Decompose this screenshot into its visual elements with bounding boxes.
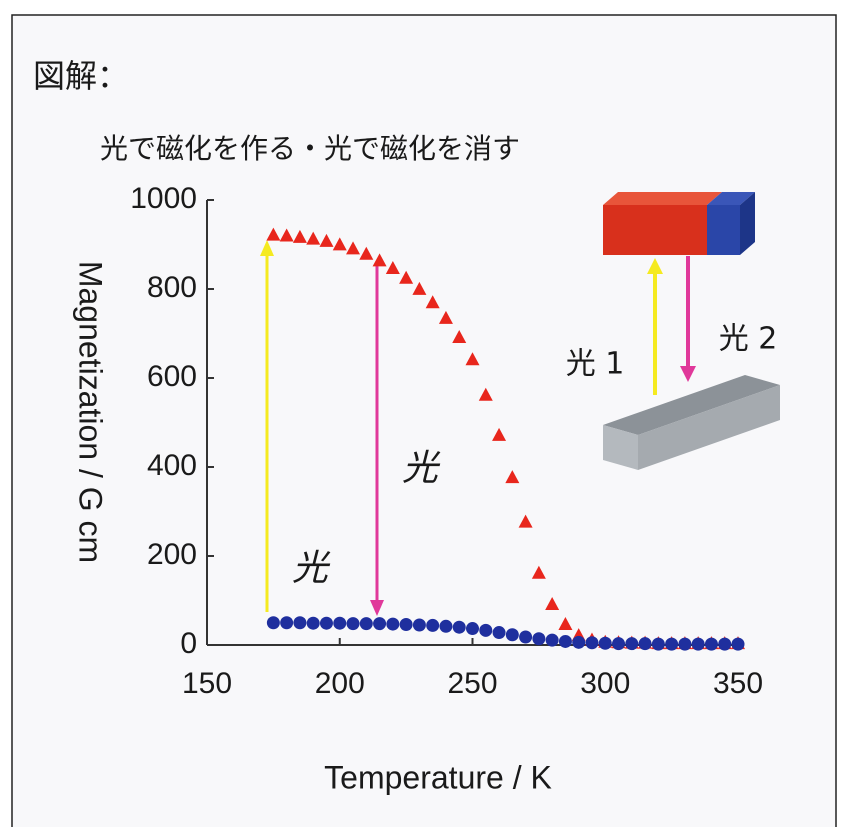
data-point (599, 637, 612, 650)
data-point (532, 632, 545, 645)
data-point (479, 624, 492, 637)
title: 図解： (33, 57, 129, 95)
data-point (506, 628, 519, 641)
data-point (639, 637, 652, 650)
y-tick-label: 600 (147, 360, 197, 393)
data-point (413, 618, 426, 631)
magnet-north (603, 205, 707, 255)
data-point (386, 618, 399, 631)
data-point (519, 630, 532, 643)
data-point (692, 638, 705, 651)
data-point (678, 638, 691, 651)
data-point (625, 637, 638, 650)
y-tick-label: 800 (147, 271, 197, 304)
data-point (320, 617, 333, 630)
annotation: 光 1 (566, 347, 625, 382)
data-point (705, 638, 718, 651)
data-point (665, 638, 678, 651)
y-tick-label: 0 (180, 627, 197, 660)
x-tick-label: 350 (713, 667, 763, 700)
annotation: 光 (292, 548, 331, 589)
annotation: 光 (402, 448, 441, 489)
annotation: 光 2 (719, 322, 778, 357)
data-point (466, 622, 479, 635)
x-tick-label: 200 (315, 667, 365, 700)
data-point (426, 619, 439, 632)
data-point (572, 636, 585, 649)
x-axis-label: Temperature / K (324, 759, 552, 795)
data-point (280, 616, 293, 629)
data-point (307, 617, 320, 630)
data-point (612, 637, 625, 650)
data-point (585, 636, 598, 649)
data-point (732, 638, 745, 651)
data-point (293, 616, 306, 629)
data-point (267, 616, 280, 629)
data-point (439, 620, 452, 633)
x-tick-label: 250 (447, 667, 497, 700)
data-point (493, 626, 506, 639)
data-point (546, 634, 559, 647)
data-point (373, 617, 386, 630)
y-tick-label: 200 (147, 538, 197, 571)
data-point (718, 638, 731, 651)
subtitle: 光で磁化を作る・光で磁化を消す (100, 132, 520, 165)
chart: 図解： 光で磁化を作る・光で磁化を消す Temperature / K Magn… (0, 0, 846, 827)
magnet-top (603, 192, 722, 205)
data-point (559, 635, 572, 648)
data-point (652, 638, 665, 651)
data-point (400, 618, 413, 631)
x-tick-label: 300 (580, 667, 630, 700)
y-tick-label: 1000 (130, 182, 197, 215)
x-tick-label: 150 (182, 667, 232, 700)
data-point (347, 617, 360, 630)
y-tick-label: 400 (147, 449, 197, 482)
data-point (360, 617, 373, 630)
data-point (453, 621, 466, 634)
data-point (333, 617, 346, 630)
y-axis-label: Magnetization / G cm (73, 261, 109, 563)
magnet-south (707, 205, 740, 255)
